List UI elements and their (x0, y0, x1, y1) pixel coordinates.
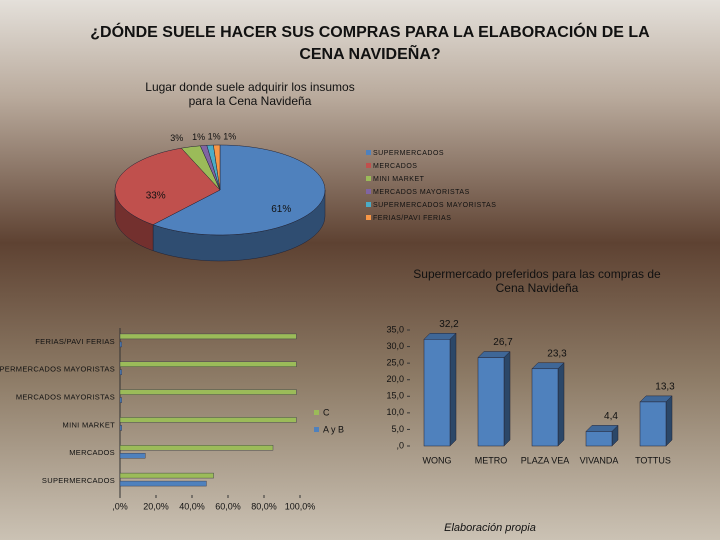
data-label: 61% (271, 204, 291, 215)
slide-title: ¿DÓNDE SUELE HACER SUS COMPRAS PARA LA E… (90, 22, 650, 41)
bar (119, 472, 214, 479)
bar (119, 361, 297, 367)
legend-swatch (366, 202, 371, 207)
x-tick-label: 100,0% (285, 501, 316, 511)
x-tick-label: METRO (475, 455, 508, 465)
y-tick-label: 25,0 (386, 358, 404, 368)
bar (639, 401, 667, 447)
bar-side (503, 350, 511, 447)
bar-top (477, 351, 511, 358)
chart-title: Cena Navideña (496, 281, 579, 295)
bar-top (423, 333, 457, 340)
footer: Elaboración propia (444, 522, 536, 534)
bar-side (449, 332, 457, 447)
y-tick-label: 30,0 (386, 341, 404, 351)
pie-slice (152, 144, 326, 236)
x-tick-label: TOTTUS (635, 455, 671, 465)
data-label: 23,3 (547, 348, 567, 359)
x-tick-label: 60,0% (215, 501, 241, 511)
bar-top (585, 425, 619, 432)
legend-label: SUPERMERCADOS MAYORISTAS (373, 202, 496, 209)
bar (119, 389, 297, 395)
x-tick-label: WONG (423, 455, 452, 465)
pie-slice (114, 147, 221, 225)
pie-slice (213, 144, 221, 191)
legend-label: MERCADOS (373, 163, 417, 170)
legend-label: SUPERMERCADOS (373, 150, 444, 157)
data-label: 33% (146, 190, 166, 201)
legend-label: C (323, 407, 330, 417)
legend-swatch (366, 215, 371, 220)
y-tick-label: ,0 (396, 440, 404, 450)
bar (119, 453, 146, 459)
data-label: 1% (192, 132, 205, 142)
bar-side (557, 362, 565, 447)
legend-swatch (366, 150, 371, 155)
bar (119, 333, 297, 340)
legend-swatch (366, 189, 371, 194)
data-label: 3% (170, 133, 183, 143)
y-tick-label: 5,0 (391, 424, 404, 434)
bar (423, 339, 451, 447)
x-tick-label: 40,0% (179, 501, 205, 511)
x-tick-label: ,0% (112, 501, 128, 511)
bar (119, 480, 207, 487)
bar (477, 357, 505, 447)
x-tick-label: VIVANDA (580, 455, 619, 465)
legend-swatch (314, 410, 319, 415)
data-label: 26,7 (493, 337, 513, 348)
slide-title: CENA NAVIDEÑA? (299, 43, 440, 63)
y-tick-label: FERIAS/PAVI FERIAS (35, 337, 115, 346)
legend-swatch (366, 176, 371, 181)
bar (531, 368, 559, 447)
data-label: 1% (208, 132, 221, 142)
data-label: 4,4 (604, 411, 618, 422)
bar (119, 369, 122, 375)
chart-title: Lugar donde suele adquirir los insumos (145, 80, 354, 94)
legend-label: MERCADOS MAYORISTAS (373, 189, 470, 196)
bar-side (665, 395, 673, 447)
bar (585, 431, 613, 447)
legend-label: A y B (323, 424, 344, 434)
bar (119, 397, 122, 403)
bar (119, 425, 122, 431)
legend-swatch (314, 427, 319, 432)
y-tick-label: 35,0 (386, 324, 404, 334)
y-tick-label: 15,0 (386, 391, 404, 401)
y-tick-label: MERCADOS (69, 448, 115, 457)
chart-title: Supermercado preferidos para las compras… (413, 267, 661, 281)
y-tick-label: MERCADOS MAYORISTAS (16, 393, 115, 402)
bar-top (639, 395, 673, 403)
legend-label: MINI MARKET (373, 176, 425, 183)
x-tick-label: PLAZA VEA (521, 455, 570, 465)
data-label: 1% (223, 131, 236, 141)
data-label: 32,2 (439, 319, 459, 330)
legend-swatch (366, 163, 371, 168)
x-tick-label: 20,0% (143, 501, 169, 511)
y-tick-label: SUPERMERCADOS MAYORISTAS (0, 365, 115, 374)
bar (119, 445, 274, 451)
y-tick-label: 20,0 (386, 374, 404, 384)
bar (119, 417, 297, 423)
y-tick-label: 10,0 (386, 407, 404, 417)
bar (119, 341, 122, 348)
x-tick-label: 80,0% (251, 501, 277, 511)
chart-title: para la Cena Navideña (189, 94, 312, 108)
bar-top (531, 362, 565, 370)
data-label: 13,3 (655, 382, 675, 393)
y-tick-label: MINI MARKET (63, 420, 116, 429)
legend-label: FERIAS/PAVI FERIAS (373, 215, 451, 222)
y-tick-label: SUPERMERCADOS (42, 476, 115, 485)
